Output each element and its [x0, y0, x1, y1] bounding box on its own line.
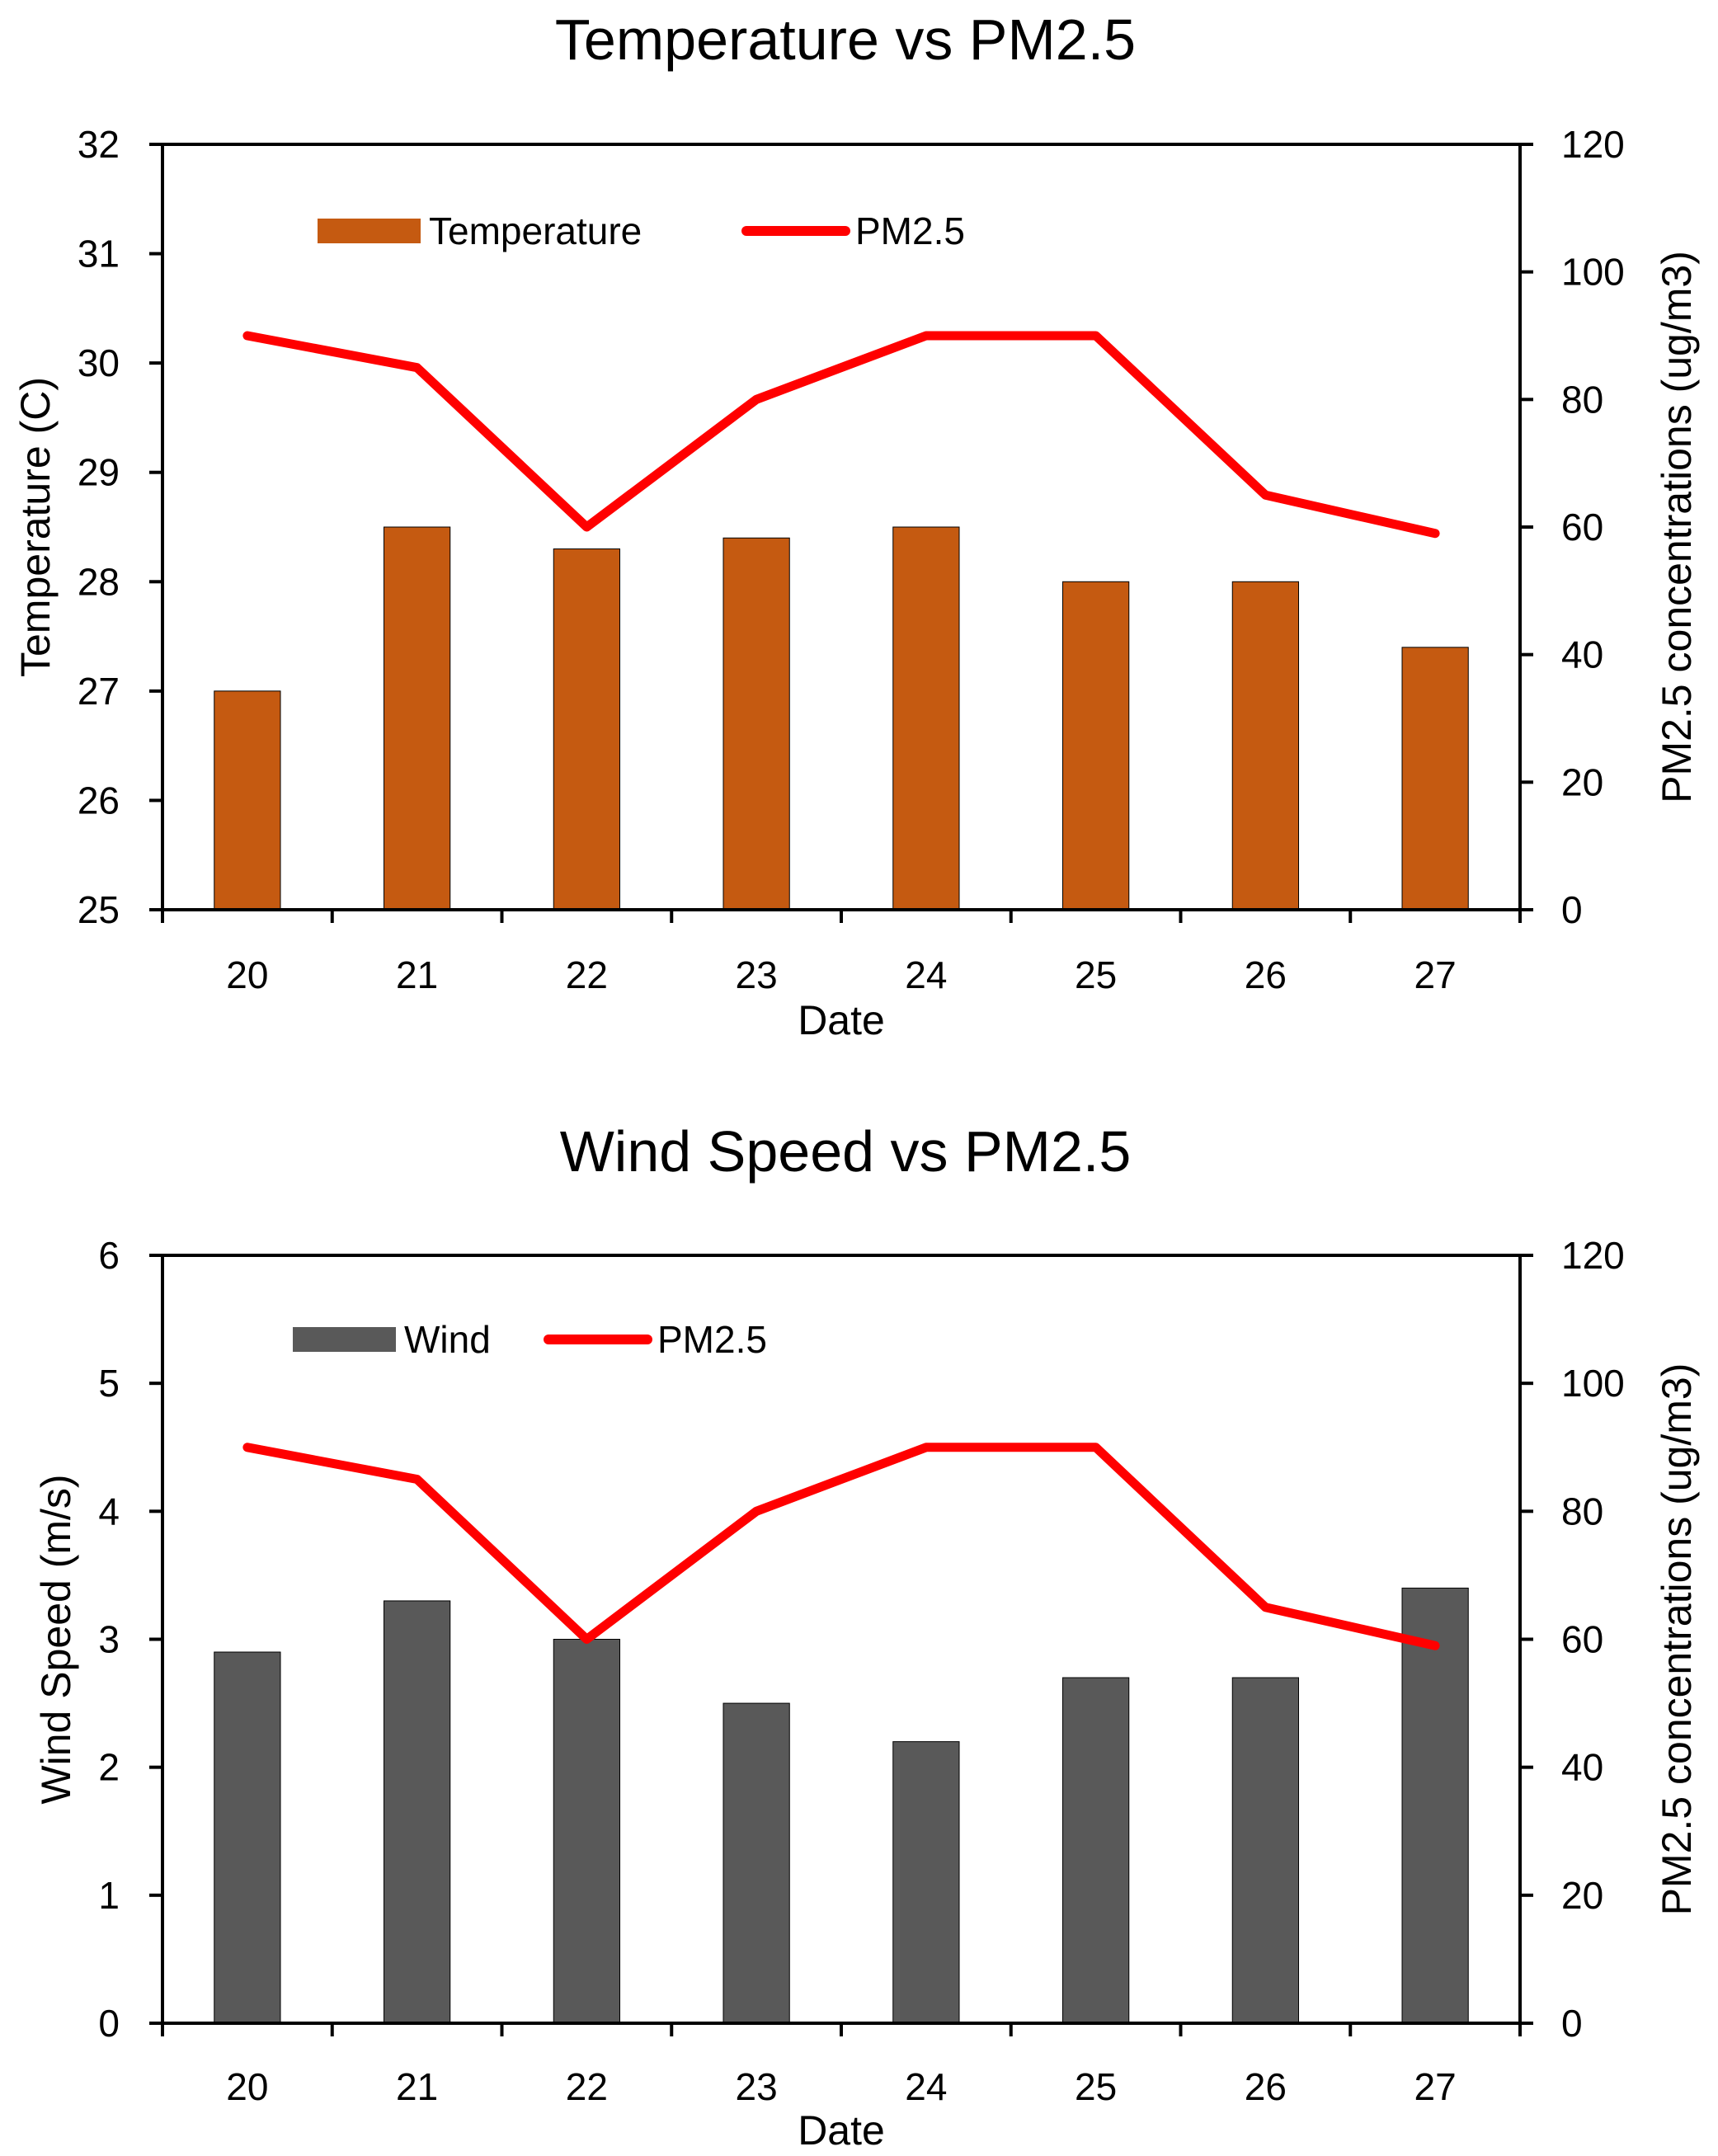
x-tick-label: 20 [226, 2065, 268, 2108]
y2-tick-label: 20 [1561, 1874, 1603, 1917]
y2-tick-label: 40 [1561, 633, 1603, 676]
x-tick-label: 21 [396, 2065, 438, 2108]
legend-line-label: PM2.5 [855, 209, 965, 252]
x-tick-label: 23 [736, 2065, 778, 2108]
x-tick-label: 22 [566, 2065, 608, 2108]
pm25-line [242, 331, 1440, 539]
y2-tick-label: 100 [1561, 1362, 1625, 1405]
y2-axis-label: PM2.5 concentrations (ug/m3) [1654, 251, 1700, 803]
x-tick-label: 23 [736, 953, 778, 996]
bar-21 [384, 526, 451, 911]
x-tick-label: 25 [1075, 2065, 1117, 2108]
bar-22 [553, 548, 620, 911]
x-tick-label: 26 [1245, 2065, 1287, 2108]
y-tick-label: 28 [78, 560, 120, 603]
legend-bar-label: Wind [404, 1318, 491, 1361]
y-tick-label: 29 [78, 451, 120, 494]
y-tick-label: 3 [98, 1618, 120, 1661]
temperature-chart: Temperature vs PM2.5 20 21 22 23 24 25 26 27 25 26… [12, 7, 1700, 1043]
y2-axis-label: PM2.5 concentrations (ug/m3) [1654, 1363, 1700, 1916]
x-tick-label: 21 [396, 953, 438, 996]
y2-tick-label: 100 [1561, 251, 1625, 294]
y2-tick-label: 60 [1561, 506, 1603, 548]
y2-tick-label: 120 [1561, 123, 1625, 166]
y-tick-label: 1 [98, 1874, 120, 1917]
y-axis-label: Wind Speed (m/s) [33, 1474, 79, 1804]
bar-23 [723, 1702, 790, 2024]
bar-24 [892, 526, 960, 911]
x-tick-label: 20 [226, 953, 268, 996]
y-tick-label: 4 [98, 1490, 120, 1532]
y-tick-label: 25 [78, 888, 120, 931]
bar-23 [723, 537, 790, 911]
y2-tick-label: 120 [1561, 1234, 1625, 1277]
y-tick-label: 32 [78, 123, 120, 166]
y-axis-label: Temperature (C) [12, 377, 59, 677]
bar-26 [1231, 581, 1299, 911]
x-tick-label: 26 [1245, 953, 1287, 996]
legend-bar-swatch [293, 1327, 396, 1352]
y2-tick-label: 20 [1561, 760, 1603, 803]
wind-speed-chart: Wind Speed vs PM2.520 21 22 23 24 25 26 2701234… [33, 1119, 1700, 2154]
x-tick-label: 24 [905, 2065, 947, 2108]
bar-24 [892, 1741, 960, 2024]
y2-tick-label: 80 [1561, 378, 1603, 421]
bar-20 [214, 1651, 281, 2024]
y-tick-label: 27 [78, 670, 120, 713]
y-tick-label: 2 [98, 1746, 120, 1789]
x-axis-label: Date [798, 997, 885, 1043]
bar-22 [553, 1639, 620, 2024]
bar-26 [1231, 1677, 1299, 2024]
bar-20 [214, 690, 281, 911]
chart-title: Temperature vs PM2.5 [555, 7, 1136, 72]
y2-tick-label: 80 [1561, 1490, 1603, 1532]
bar-25 [1062, 1677, 1130, 2024]
legend-bar-label: Temperature [429, 209, 642, 252]
y2-tick-label: 0 [1561, 2002, 1583, 2045]
legend-bar-swatch [318, 219, 421, 243]
y-tick-label: 31 [78, 233, 120, 275]
x-tick-label: 24 [905, 953, 947, 996]
y-tick-label: 6 [98, 1234, 120, 1277]
pm25-line [242, 1443, 1440, 1650]
bar-27 [1401, 647, 1469, 911]
legend-line-label: PM2.5 [657, 1318, 767, 1361]
y-tick-label: 0 [98, 2002, 120, 2045]
y2-tick-label: 40 [1561, 1746, 1603, 1789]
x-tick-label: 22 [566, 953, 608, 996]
x-tick-label: 27 [1414, 2065, 1457, 2108]
y-tick-label: 5 [98, 1362, 120, 1405]
chart-title: Wind Speed vs PM2.5 [560, 1119, 1132, 1184]
bar-25 [1062, 581, 1130, 911]
bar-27 [1401, 1587, 1469, 2024]
y-tick-label: 26 [78, 779, 120, 821]
x-tick-label: 25 [1075, 953, 1117, 996]
x-tick-label: 27 [1414, 953, 1457, 996]
y2-tick-label: 0 [1561, 888, 1583, 931]
y2-tick-label: 60 [1561, 1618, 1603, 1661]
x-axis-label: Date [798, 2107, 885, 2154]
y-tick-label: 30 [78, 341, 120, 384]
bar-21 [384, 1600, 451, 2024]
